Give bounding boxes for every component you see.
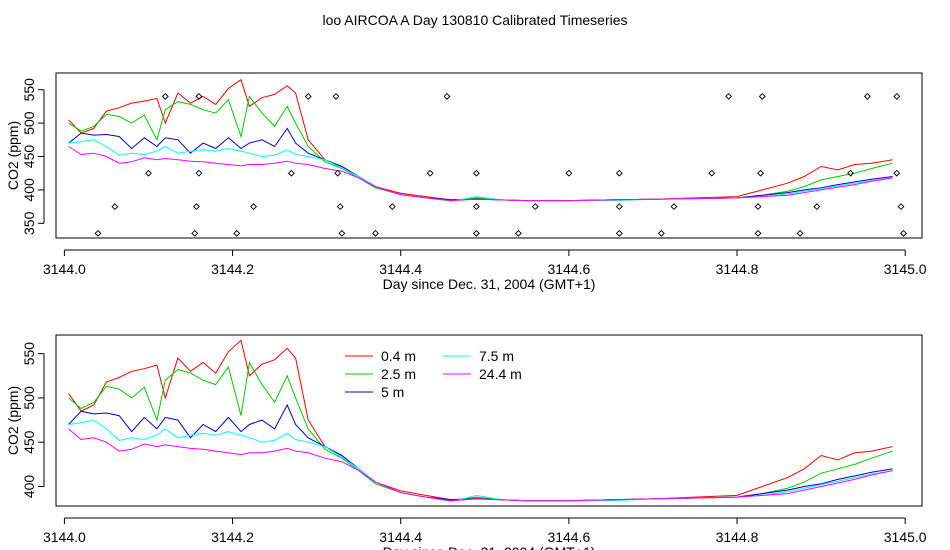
marker-point <box>250 203 258 211</box>
chart-title: loo AIRCOA A Day 130810 Calibrated Times… <box>322 12 628 28</box>
marker-point <box>897 203 905 211</box>
panel-bottom: 3144.0 3144.2 3144.4 3144.6 3144.8 3145.0 Day … <box>5 334 927 550</box>
marker-point <box>863 92 871 100</box>
marker-point <box>565 169 573 177</box>
marker-point <box>334 169 342 177</box>
legend-label: 5 m <box>381 384 404 400</box>
series-line-7-5-m <box>68 419 893 503</box>
marker-point <box>233 229 241 237</box>
x-tick-label: 3144.6 <box>547 529 590 545</box>
marker-point <box>893 92 901 100</box>
legend: 0.4 m 2.5 m 5 m 7.5 m 24.4 m <box>345 348 522 400</box>
marker-point <box>754 229 762 237</box>
plot-area <box>68 339 893 503</box>
x-tick-label: 3144.0 <box>43 529 86 545</box>
marker-point <box>813 203 821 211</box>
marker-point <box>758 92 766 100</box>
marker-point <box>426 169 434 177</box>
marker-point <box>615 169 623 177</box>
marker-point <box>388 203 396 211</box>
legend-label: 2.5 m <box>381 366 416 382</box>
panel-top: 3144.0 3144.2 3144.4 3144.6 3144.8 3145.0 Day … <box>5 72 927 292</box>
plot-frame <box>55 334 923 507</box>
series-line-5-m <box>68 127 893 202</box>
marker-point <box>191 229 199 237</box>
x-axis-label: Day since Dec. 31, 2004 (GMT+1) <box>383 276 596 292</box>
series-line-2-5-m <box>68 95 893 202</box>
marker-point <box>336 203 344 211</box>
series-line-24-4-m <box>68 146 893 202</box>
series-line-5-m <box>68 403 893 502</box>
y-tick-label: 400 <box>21 178 37 202</box>
y-tick-label: 450 <box>21 430 37 454</box>
x-tick-label: 3145.0 <box>884 261 927 277</box>
y-tick-label: 550 <box>21 342 37 366</box>
marker-point <box>708 169 716 177</box>
y-tick-label: 500 <box>21 386 37 410</box>
x-tick-label: 3144.8 <box>716 261 759 277</box>
series-line-2-5-m <box>68 361 893 502</box>
y-axis-label: CO2 (ppm) <box>5 386 21 455</box>
y-tick-label: 400 <box>21 475 37 499</box>
marker-point <box>338 229 346 237</box>
marker-point <box>472 203 480 211</box>
y-tick-label: 350 <box>21 211 37 235</box>
x-tick-label: 3145.0 <box>884 529 927 545</box>
x-tick-label: 3144.4 <box>379 261 422 277</box>
x-tick-label: 3144.6 <box>547 261 590 277</box>
marker-point <box>796 229 804 237</box>
marker-point <box>670 203 678 211</box>
legend-label: 24.4 m <box>479 366 522 382</box>
marker-point <box>893 169 901 177</box>
marker-point <box>195 169 203 177</box>
series-line-0-4-m <box>68 78 893 202</box>
series-line-24-4-m <box>68 428 893 502</box>
marker-point <box>472 169 480 177</box>
y-tick-label: 450 <box>21 145 37 169</box>
x-tick-label: 3144.2 <box>211 261 254 277</box>
series-line-7-5-m <box>68 139 893 202</box>
x-axis-label: Day since Dec. 31, 2004 (GMT+1) <box>383 544 596 550</box>
marker-point <box>725 92 733 100</box>
marker-point <box>94 229 102 237</box>
x-tick-label: 3144.8 <box>716 529 759 545</box>
marker-point <box>847 169 854 177</box>
x-tick-label: 3144.0 <box>43 261 86 277</box>
y-axis-label: CO2 (ppm) <box>5 121 21 190</box>
marker-point <box>472 229 480 237</box>
series-line-0-4-m <box>68 339 893 502</box>
marker-point <box>145 169 152 177</box>
marker-point <box>514 229 522 237</box>
marker-point <box>900 229 907 237</box>
x-tick-label: 3144.2 <box>211 529 254 545</box>
x-tick-label: 3144.4 <box>379 529 422 545</box>
y-tick-label: 500 <box>21 111 37 135</box>
marker-point <box>287 169 295 177</box>
marker-point <box>332 92 340 100</box>
plot-frame <box>55 72 923 239</box>
plot-area <box>68 78 907 237</box>
legend-label: 7.5 m <box>479 348 514 364</box>
marker-point <box>372 229 379 237</box>
marker-point <box>754 203 762 211</box>
marker-point <box>531 203 539 211</box>
marker-point <box>615 203 623 211</box>
marker-point <box>161 92 169 100</box>
marker-point <box>111 203 119 211</box>
legend-label: 0.4 m <box>381 348 416 364</box>
marker-point <box>192 203 200 211</box>
marker-point <box>304 92 312 100</box>
marker-point <box>657 229 665 237</box>
marker-point <box>757 169 765 177</box>
marker-point <box>443 92 451 100</box>
y-tick-label: 550 <box>21 78 37 102</box>
marker-point <box>195 92 203 100</box>
marker-point <box>615 229 623 237</box>
